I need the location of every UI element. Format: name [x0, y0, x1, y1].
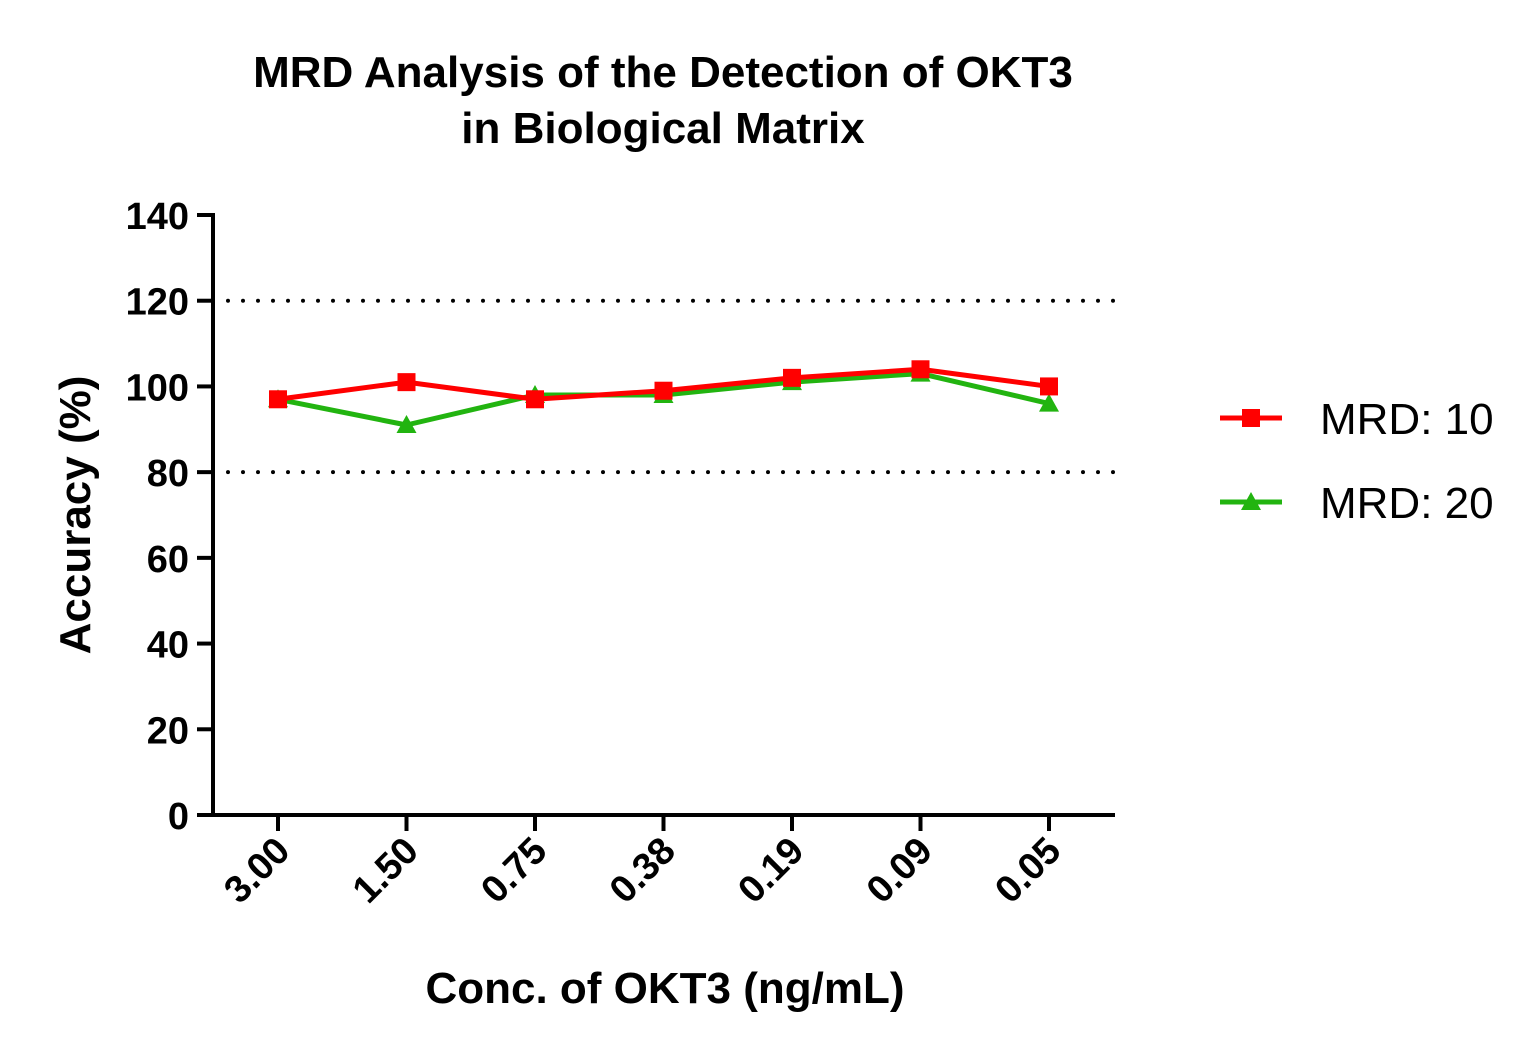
chart-title: MRD Analysis of the Detection of OKT3 in… [253, 48, 1073, 153]
x-ticks: 3.00 1.50 0.75 0.38 0.19 0.09 0.05 [216, 815, 1069, 912]
y-ticks: 0 20 40 60 80 100 120 140 [126, 196, 213, 838]
y-tick-label: 80 [147, 453, 189, 495]
y-tick-label: 40 [147, 625, 189, 667]
x-tick-label: 0.19 [730, 830, 812, 912]
legend: MRD: 10 MRD: 20 [1220, 395, 1494, 528]
y-tick-label: 120 [126, 282, 189, 324]
x-tick-label: 3.00 [216, 830, 298, 912]
legend-marker [1241, 492, 1261, 510]
x-tick-label: 0.05 [987, 830, 1069, 912]
chart-title-line-1: MRD Analysis of the Detection of OKT3 [253, 48, 1073, 97]
series-layer [268, 360, 1059, 433]
x-axis-label: Conc. of OKT3 (ng/mL) [425, 964, 904, 1013]
data-point [911, 360, 930, 379]
x-tick-label: 0.38 [602, 830, 684, 912]
data-point [783, 368, 801, 387]
x-tick-label: 1.50 [345, 830, 427, 912]
data-point [526, 390, 544, 409]
data-point [654, 381, 673, 400]
x-tick-label: 0.75 [473, 830, 555, 912]
y-tick-label: 140 [126, 196, 189, 238]
y-tick-label: 0 [168, 796, 189, 838]
data-point [397, 373, 416, 392]
legend-marker [1242, 409, 1260, 427]
y-tick-label: 100 [126, 367, 189, 409]
legend-label: MRD: 10 [1320, 395, 1494, 444]
data-point [1039, 393, 1059, 412]
axes [211, 213, 1115, 817]
data-point [269, 390, 287, 409]
y-tick-label: 20 [147, 710, 189, 752]
y-tick-label: 60 [147, 539, 189, 581]
data-point [396, 415, 417, 433]
legend-label: MRD: 20 [1320, 479, 1494, 528]
chart-title-line-2: in Biological Matrix [461, 104, 865, 153]
x-tick-label: 0.09 [859, 830, 941, 912]
data-point [1040, 377, 1058, 396]
y-axis-label: Accuracy (%) [51, 376, 100, 655]
